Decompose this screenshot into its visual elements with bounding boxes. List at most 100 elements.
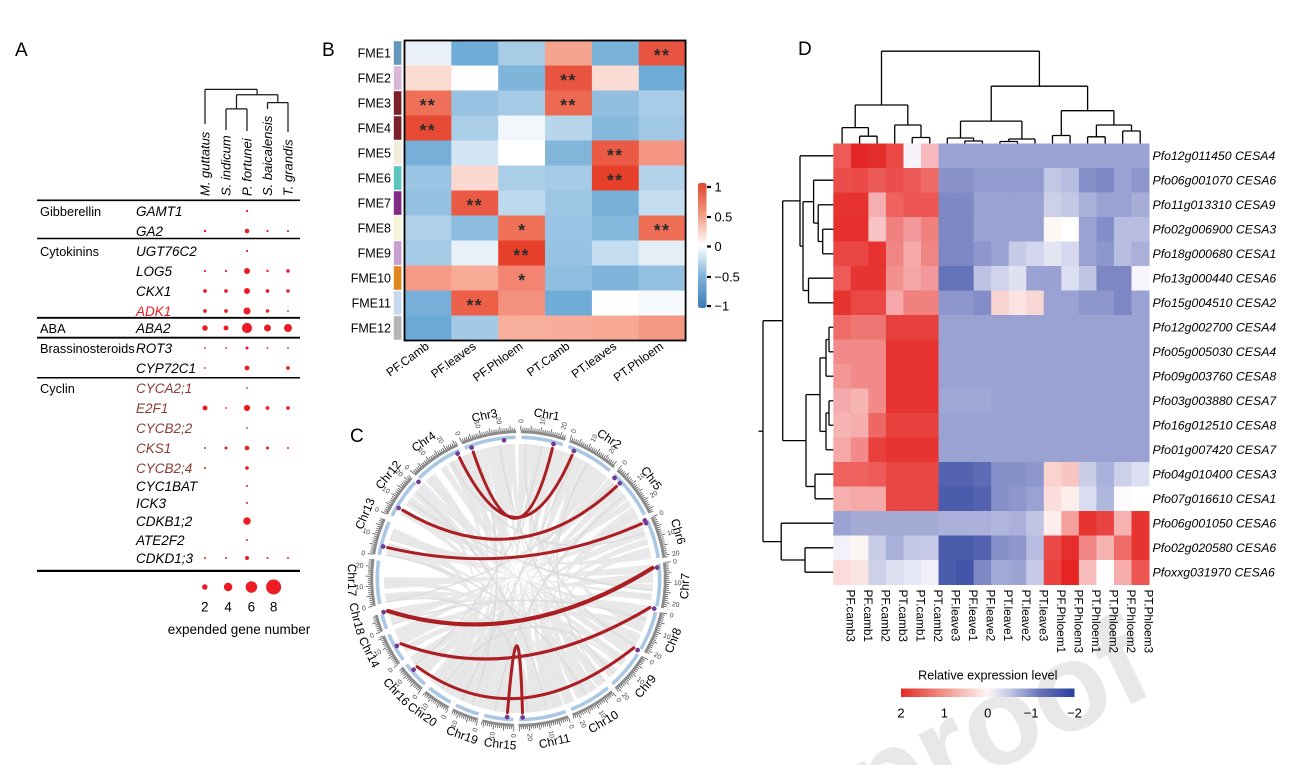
svg-text:Pfo06g001070 CESA6: Pfo06g001070 CESA6 [1153, 174, 1277, 188]
svg-text:PF.camb1: PF.camb1 [861, 590, 875, 642]
svg-text:PF.Phloem2: PF.Phloem2 [1124, 590, 1138, 654]
svg-text:10: 10 [489, 731, 497, 740]
svg-text:Pfo09g003760 CESA8: Pfo09g003760 CESA8 [1153, 370, 1277, 384]
svg-text:0.5: 0.5 [715, 210, 733, 225]
svg-text:20: 20 [649, 490, 659, 500]
svg-text:Cytokinins: Cytokinins [40, 244, 99, 259]
svg-text:0: 0 [369, 632, 375, 640]
svg-text:PF.camb2: PF.camb2 [878, 590, 892, 642]
svg-text:ADK1: ADK1 [135, 304, 171, 319]
svg-text:PF.leave2: PF.leave2 [984, 590, 998, 642]
svg-text:10: 10 [546, 730, 554, 739]
svg-text:ROT3: ROT3 [136, 341, 172, 356]
svg-text:ABA2: ABA2 [135, 321, 171, 336]
svg-text:PF.Phloem3: PF.Phloem3 [1071, 590, 1085, 654]
svg-text:GAMT1: GAMT1 [136, 204, 183, 219]
svg-text:Pfo01g007420 CESA7: Pfo01g007420 CESA7 [1153, 443, 1278, 457]
svg-text:Pfo12g002700 CESA4: Pfo12g002700 CESA4 [1153, 321, 1277, 335]
svg-text:PT.Phloem2: PT.Phloem2 [1107, 590, 1121, 654]
svg-text:1: 1 [715, 180, 722, 195]
svg-text:D: D [798, 39, 812, 60]
svg-text:**: ** [607, 145, 624, 165]
svg-text:FME9: FME9 [358, 246, 391, 260]
svg-text:PF.leave1: PF.leave1 [966, 590, 980, 642]
svg-text:Relative expression level: Relative expression level [918, 669, 1057, 683]
svg-text:CYC1BAT: CYC1BAT [136, 479, 199, 494]
svg-text:0: 0 [567, 724, 575, 730]
svg-text:20: 20 [494, 416, 502, 425]
svg-text:**: ** [466, 195, 483, 215]
svg-text:10: 10 [394, 678, 404, 688]
svg-text:FME3: FME3 [358, 96, 391, 110]
svg-text:Pfo04g010400 CESA3: Pfo04g010400 CESA3 [1153, 468, 1277, 482]
svg-text:10: 10 [662, 632, 672, 641]
svg-text:CYCA2;1: CYCA2;1 [136, 381, 192, 396]
svg-text:FME2: FME2 [358, 71, 391, 85]
svg-text:10: 10 [674, 580, 682, 587]
svg-text:expended gene number: expended gene number [168, 622, 311, 637]
svg-text:10: 10 [539, 417, 547, 426]
svg-text:10: 10 [636, 472, 646, 482]
svg-text:PT.camb1: PT.camb1 [914, 590, 928, 642]
svg-text:10: 10 [373, 648, 383, 658]
svg-text:FME11: FME11 [352, 296, 391, 310]
svg-text:0: 0 [518, 419, 525, 423]
svg-text:20: 20 [671, 601, 680, 609]
svg-text:10: 10 [635, 676, 645, 686]
svg-text:1: 1 [941, 706, 948, 721]
svg-text:0: 0 [440, 714, 448, 721]
svg-text:PT.leave1: PT.leave1 [1001, 590, 1015, 642]
svg-text:FME5: FME5 [358, 146, 391, 160]
svg-text:10: 10 [361, 528, 371, 537]
svg-text:0: 0 [403, 464, 411, 472]
svg-text:10: 10 [472, 420, 481, 429]
svg-text:Chr17: Chr17 [345, 564, 359, 597]
svg-text:PT.camb3: PT.camb3 [896, 590, 910, 643]
svg-text:0: 0 [453, 431, 461, 437]
svg-text:FME1: FME1 [358, 46, 391, 60]
svg-text:*: * [518, 270, 525, 290]
svg-text:UGT76C2: UGT76C2 [136, 244, 197, 259]
svg-text:Pfo11g013310 CESA9: Pfo11g013310 CESA9 [1153, 198, 1276, 212]
svg-text:Pfo02g020580 CESA6: Pfo02g020580 CESA6 [1153, 541, 1277, 555]
svg-text:2: 2 [201, 600, 209, 615]
svg-text:**: ** [420, 95, 437, 115]
svg-text:−2: −2 [1067, 706, 1082, 721]
svg-text:10: 10 [590, 433, 600, 443]
svg-text:20: 20 [578, 720, 588, 730]
svg-text:FME6: FME6 [358, 171, 391, 185]
svg-text:0: 0 [511, 734, 518, 738]
svg-text:Gibberellin: Gibberellin [40, 204, 101, 219]
svg-text:0: 0 [715, 239, 722, 254]
svg-text:0: 0 [472, 727, 480, 733]
svg-text:C: C [350, 426, 364, 447]
svg-text:CDKB1;2: CDKB1;2 [136, 514, 193, 529]
svg-text:E2F1: E2F1 [136, 401, 168, 416]
svg-text:Chr15: Chr15 [483, 735, 517, 753]
svg-text:PT.leave3: PT.leave3 [1036, 590, 1050, 642]
svg-text:Pfo18g000680 CESA1: Pfo18g000680 CESA1 [1153, 247, 1277, 261]
svg-text:PT.Phloem3: PT.Phloem3 [1142, 590, 1156, 654]
svg-text:Pfo16g012510 CESA8: Pfo16g012510 CESA8 [1153, 419, 1277, 433]
svg-text:Pfo07g016610 CESA1: Pfo07g016610 CESA1 [1153, 492, 1277, 506]
svg-text:10: 10 [416, 447, 426, 457]
svg-text:S. indicum: S. indicum [219, 135, 234, 196]
svg-text:Pfo03g003880 CESA7: Pfo03g003880 CESA7 [1153, 394, 1278, 408]
svg-text:0: 0 [361, 550, 366, 558]
svg-text:A: A [15, 40, 28, 61]
svg-text:20: 20 [356, 562, 364, 570]
svg-text:Chr1: Chr1 [533, 405, 561, 423]
svg-text:Chr3: Chr3 [470, 406, 499, 425]
svg-text:**: ** [420, 120, 437, 140]
svg-text:S. baicalensis: S. baicalensis [260, 115, 275, 196]
svg-text:10: 10 [450, 719, 460, 729]
svg-text:10: 10 [420, 702, 430, 712]
svg-text:PF.camb3: PF.camb3 [843, 590, 857, 643]
svg-text:Chr7: Chr7 [677, 573, 692, 600]
svg-text:CYCB2;4: CYCB2;4 [136, 461, 192, 476]
svg-text:Cyclin: Cyclin [40, 381, 75, 396]
svg-text:ATE2F2: ATE2F2 [135, 533, 185, 548]
svg-text:GA2: GA2 [136, 224, 164, 239]
svg-text:PT.camb2: PT.camb2 [931, 590, 945, 642]
svg-text:PF.Phloem1: PF.Phloem1 [1054, 590, 1068, 654]
